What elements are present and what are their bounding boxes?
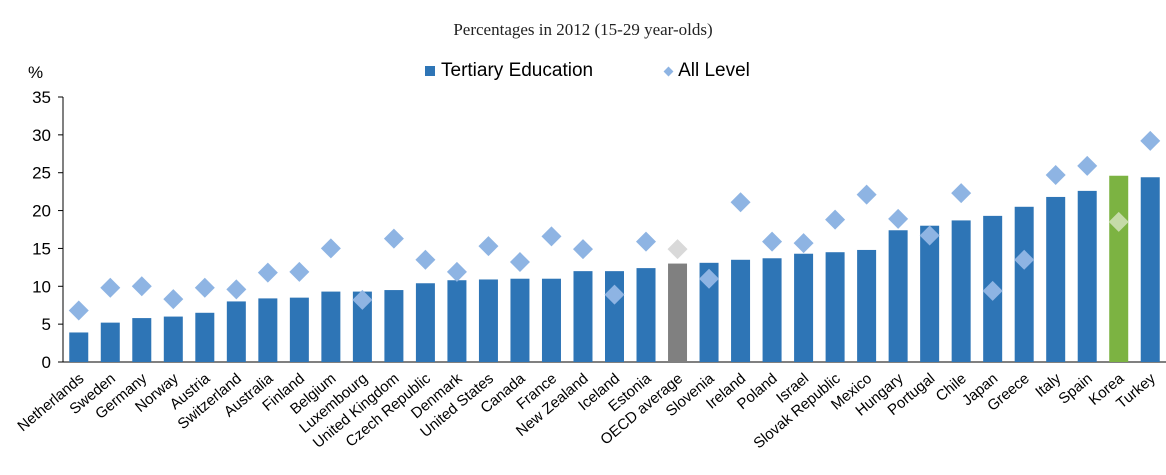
bar xyxy=(1015,207,1034,362)
all-level-marker xyxy=(415,250,435,270)
bar xyxy=(1078,191,1097,362)
all-level-marker xyxy=(258,263,278,283)
bar xyxy=(731,260,750,362)
bar xyxy=(1141,177,1160,362)
bar xyxy=(763,258,782,362)
bar xyxy=(1109,176,1128,362)
bar xyxy=(227,301,246,362)
all-level-marker xyxy=(510,252,530,272)
y-tick-label: 15 xyxy=(32,239,51,258)
all-level-marker xyxy=(951,183,971,203)
bar xyxy=(1046,197,1065,362)
all-level-marker xyxy=(825,210,845,230)
y-tick-label: 10 xyxy=(32,277,51,296)
all-level-marker xyxy=(541,226,561,246)
all-level-marker xyxy=(636,232,656,252)
all-level-marker xyxy=(226,279,246,299)
all-level-marker xyxy=(195,278,215,298)
bar xyxy=(101,323,120,362)
bar xyxy=(384,290,403,362)
bar xyxy=(321,292,340,362)
y-tick-label: 20 xyxy=(32,202,51,221)
all-level-marker xyxy=(731,192,751,212)
all-level-marker xyxy=(384,229,404,249)
all-level-marker xyxy=(1046,165,1066,185)
bar xyxy=(258,298,277,362)
y-tick-label: 25 xyxy=(32,164,51,183)
bar xyxy=(794,254,813,362)
all-level-marker xyxy=(762,232,782,252)
bar xyxy=(637,268,656,362)
y-tick-label: 30 xyxy=(32,126,51,145)
bar xyxy=(826,252,845,362)
bar xyxy=(573,271,592,362)
all-level-marker xyxy=(794,233,814,253)
bar xyxy=(668,264,687,362)
all-level-marker xyxy=(478,236,498,256)
all-level-marker xyxy=(888,209,908,229)
bar xyxy=(447,280,466,362)
bar xyxy=(857,250,876,362)
bar xyxy=(952,220,971,362)
all-level-marker xyxy=(668,239,688,259)
all-level-marker xyxy=(1140,131,1160,151)
all-level-marker xyxy=(1077,156,1097,176)
bar xyxy=(416,283,435,362)
bar xyxy=(195,313,214,362)
bar xyxy=(479,279,498,362)
bar xyxy=(164,317,183,362)
all-level-marker xyxy=(447,262,467,282)
y-tick-label: 0 xyxy=(42,353,51,372)
bar xyxy=(69,332,88,362)
bar xyxy=(920,226,939,362)
all-level-marker xyxy=(321,238,341,258)
y-axis-label: % xyxy=(28,63,43,82)
all-level-marker xyxy=(132,276,152,296)
y-tick-label: 5 xyxy=(42,315,51,334)
all-level-marker xyxy=(69,301,89,321)
all-level-marker xyxy=(857,185,877,205)
bar xyxy=(542,279,561,362)
bar xyxy=(510,279,529,362)
bar xyxy=(132,318,151,362)
y-tick-label: 35 xyxy=(32,88,51,107)
all-level-marker xyxy=(289,262,309,282)
all-level-marker xyxy=(163,289,183,309)
bar xyxy=(889,230,908,362)
all-level-marker xyxy=(573,239,593,259)
all-level-marker xyxy=(100,278,120,298)
bar xyxy=(290,298,309,362)
